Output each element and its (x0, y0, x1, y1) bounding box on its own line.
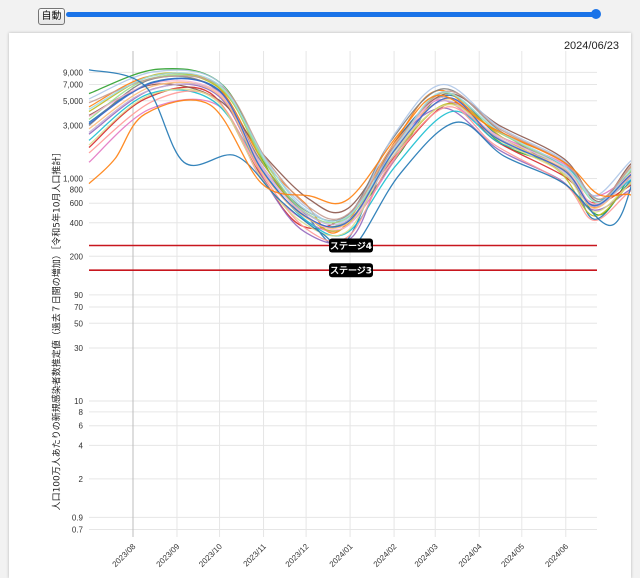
grid-lines (89, 51, 597, 537)
series-line (88, 75, 631, 222)
current-date-label: 2024/06/23 (563, 40, 619, 52)
y-tick-label: 5,000 (63, 97, 84, 106)
y-tick-label: 800 (70, 185, 84, 194)
y-tick-label: 4 (79, 441, 84, 450)
x-tick-label: 2024/05 (499, 542, 526, 569)
y-tick-label: 2 (79, 475, 84, 484)
x-tick-label: 2024/02 (372, 542, 399, 569)
x-tick-label: 2023/09 (155, 542, 182, 569)
auto-play-button[interactable]: 自動 (38, 8, 65, 25)
x-tick-label: 2023/11 (242, 542, 269, 569)
x-tick-label: 2024/04 (457, 542, 484, 569)
slider-thumb[interactable] (591, 9, 601, 19)
top-toolbar: 自動 (0, 0, 640, 30)
date-slider[interactable] (66, 8, 602, 20)
threshold-group: ステージ4 ステージ3 (89, 238, 597, 278)
x-tick-label: 2024/01 (328, 542, 355, 569)
series-line (88, 81, 631, 229)
series-group (88, 67, 631, 252)
y-tick-label: 8 (79, 408, 84, 417)
series-line (88, 90, 631, 243)
y-tick-label: 400 (70, 219, 84, 228)
x-tick-label: 2023/10 (197, 542, 224, 569)
y-tick-label: 0.7 (72, 526, 84, 535)
series-line (88, 94, 631, 205)
y-tick-label: 1,000 (63, 175, 84, 184)
y-tick-label: 7,000 (63, 80, 84, 89)
y-tick-label: 90 (74, 291, 83, 300)
y-tick-label: 600 (70, 199, 84, 208)
x-tick-label: 2023/08 (111, 542, 138, 569)
threshold-label-badge (329, 263, 373, 278)
y-tick-label: 30 (74, 344, 83, 353)
y-tick-label: 0.9 (72, 513, 84, 522)
y-tick-label: 6 (79, 422, 84, 431)
chart-card: 2024/06/23 人口100万人あたりの新規感染者数推定値（過去７日間の増加… (9, 33, 631, 578)
threshold-label: ステージ4 (330, 241, 372, 252)
threshold-label-badge (329, 238, 373, 253)
series-line (88, 78, 631, 228)
x-tick-label: 2024/03 (413, 542, 440, 569)
y-tick-label: 70 (74, 303, 83, 312)
series-line (88, 75, 631, 221)
x-tick-label: 2023/12 (284, 542, 311, 569)
y-tick-label: 3,000 (63, 121, 84, 130)
x-tick-label: 2024/06 (543, 542, 570, 569)
y-tick-label: 50 (74, 319, 83, 328)
slider-track[interactable] (66, 11, 597, 17)
y-tick-label: 200 (70, 252, 84, 261)
series-line (88, 72, 631, 222)
threshold-label: ステージ3 (330, 266, 372, 277)
series-line (88, 69, 631, 252)
y-tick-label: 10 (74, 397, 83, 406)
y-tick-label: 9,000 (63, 68, 84, 77)
